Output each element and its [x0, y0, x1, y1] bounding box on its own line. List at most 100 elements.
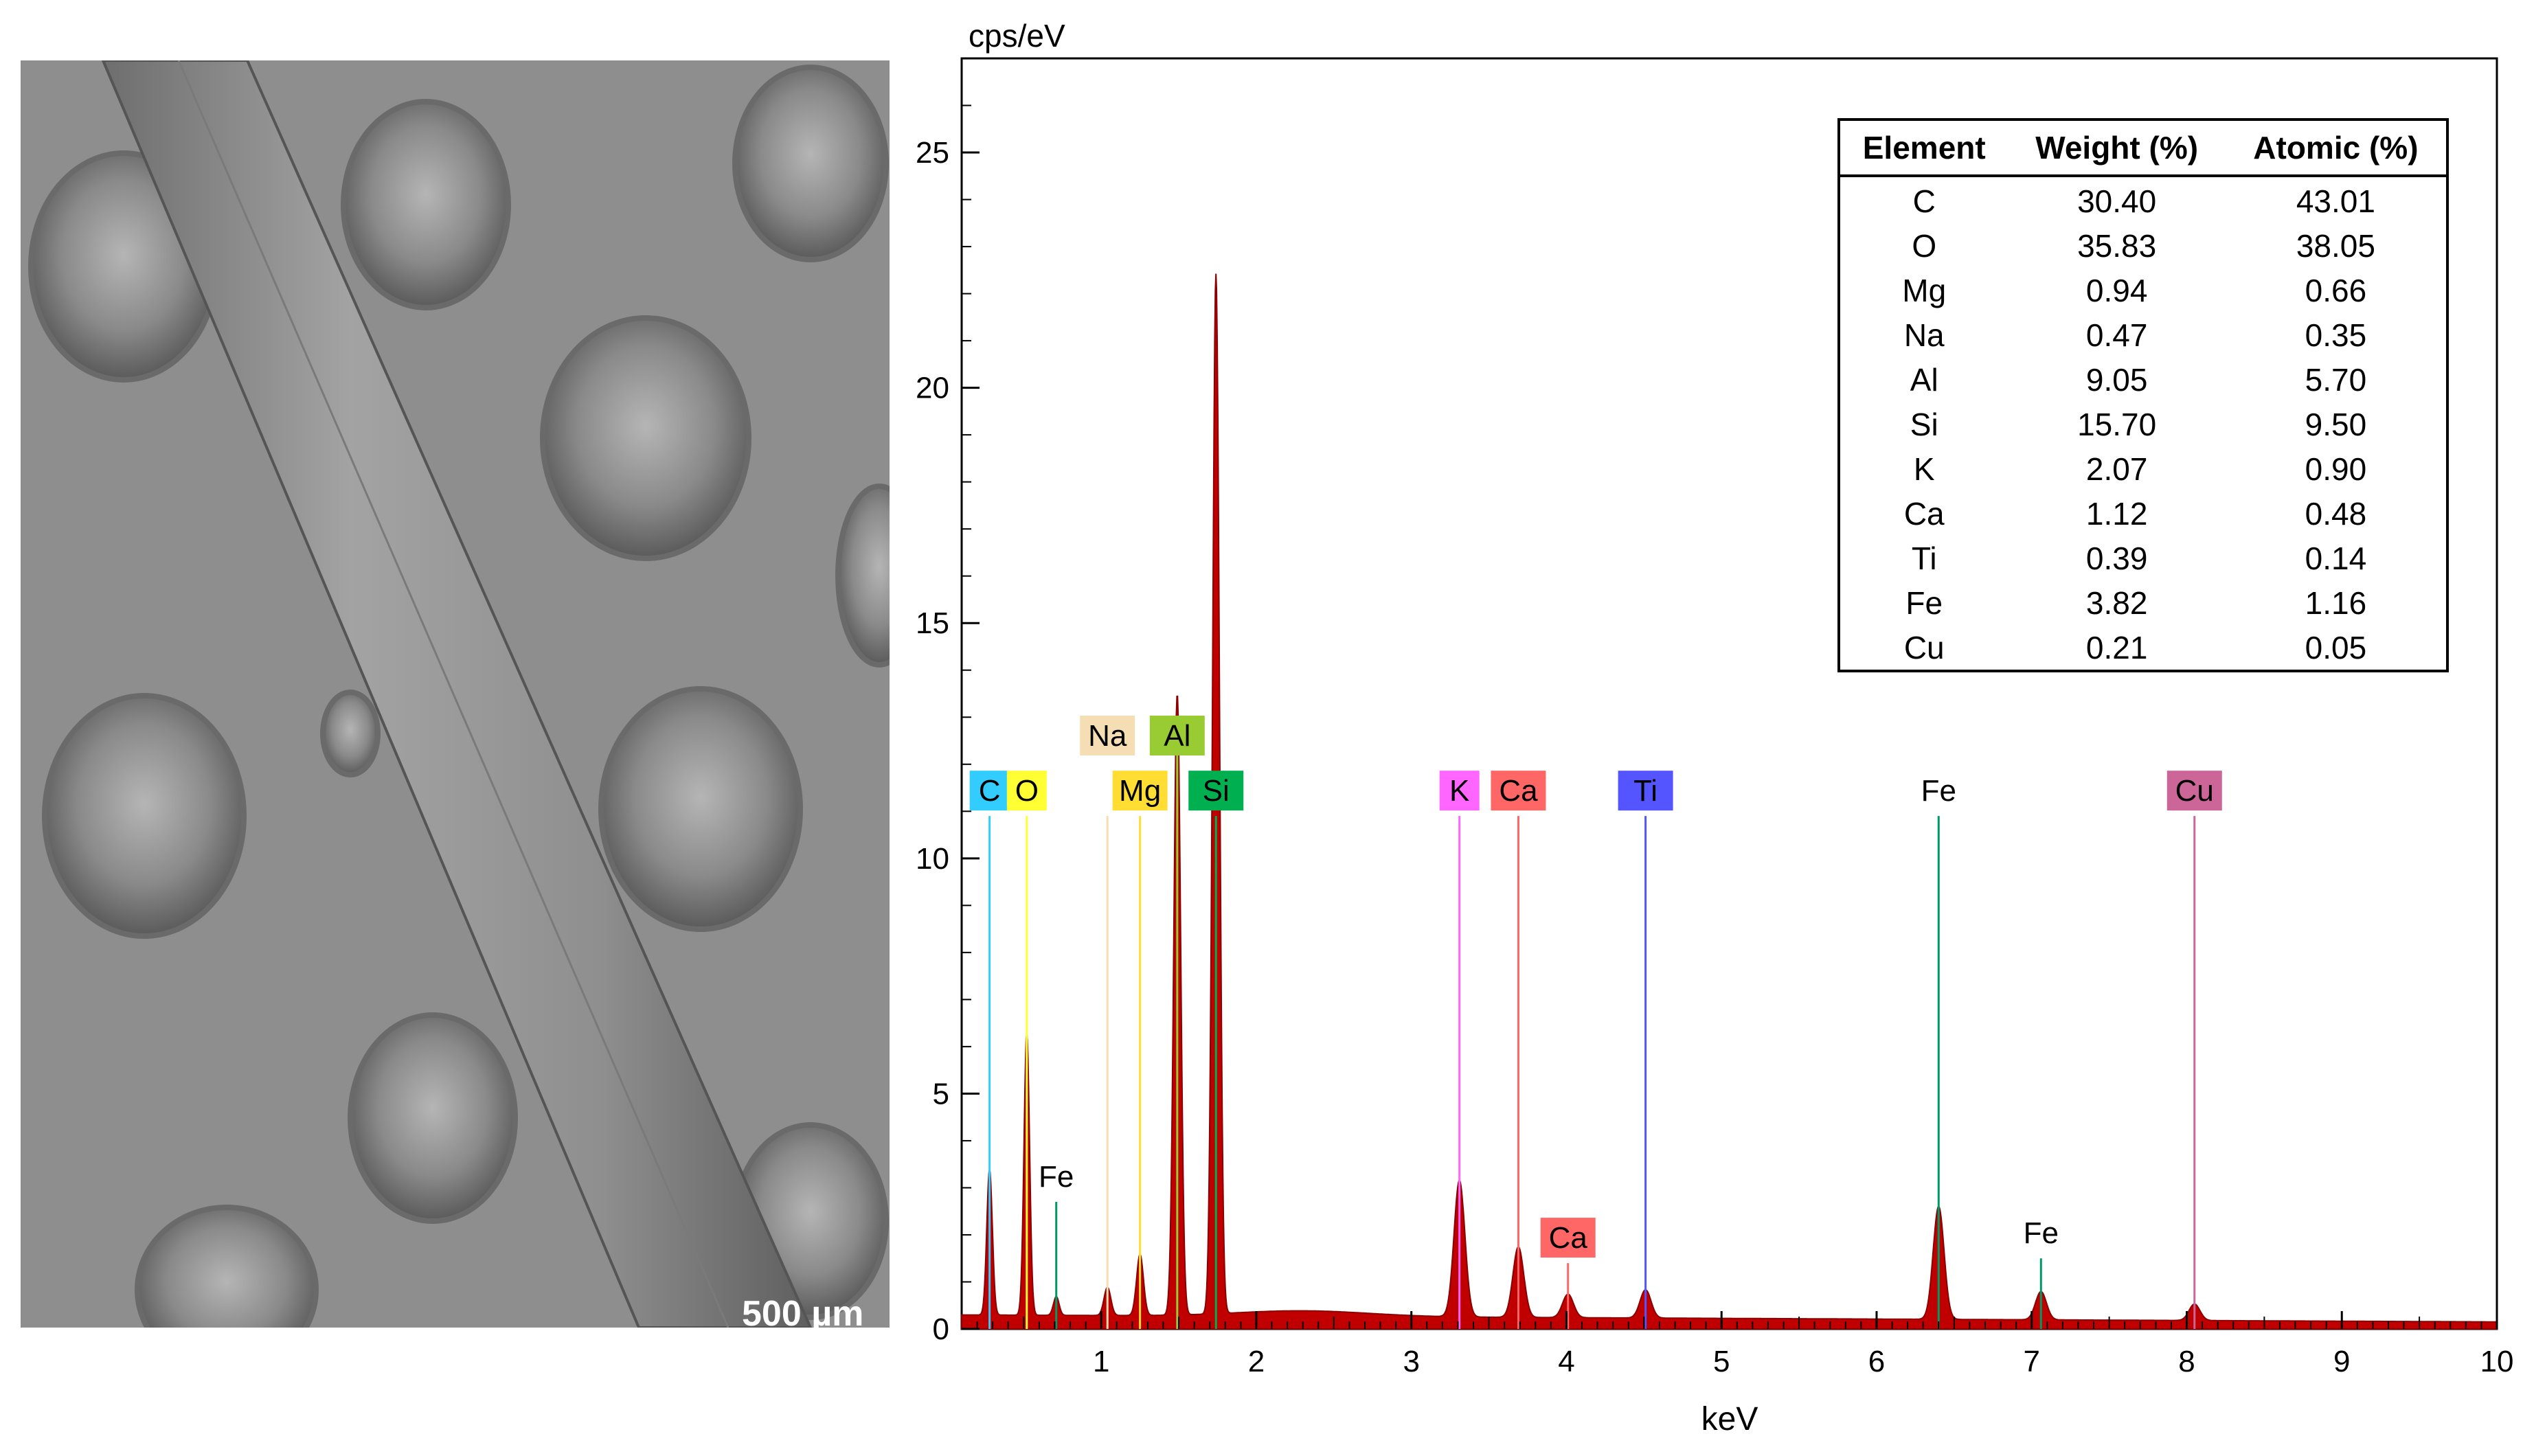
table-row: Mg 0.94 0.66	[1839, 268, 2447, 312]
x-tick-label: 1	[1093, 1345, 1109, 1378]
pores	[28, 65, 890, 1328]
y-tick-label: 0	[933, 1312, 949, 1346]
axis-layer: 1 2 3 4 5 6 7 8 9 10 0 5 10 15 20 25	[916, 104, 2514, 1378]
x-tick-label: 9	[2333, 1345, 2350, 1378]
cell-element: Cu	[1903, 629, 1945, 666]
x-tick-label: 3	[1403, 1345, 1419, 1378]
table-row: Fe 3.82 1.16	[1839, 580, 2447, 625]
x-tick-label: 8	[2178, 1345, 2195, 1378]
table-row: Al 9.05 5.70	[1839, 357, 2447, 402]
peak-label-box	[1080, 716, 1135, 755]
spectrum-area	[961, 273, 2498, 1330]
cell-atomic: 0.05	[2305, 629, 2367, 666]
cell-element: C	[1912, 183, 1936, 219]
cell-element: K	[1913, 451, 1935, 487]
peak-label-box	[1491, 771, 1546, 811]
peak-label: Al	[1164, 719, 1190, 753]
table-row: O 35.83 38.05	[1839, 223, 2447, 268]
peak-label: O	[1015, 774, 1039, 808]
cell-element: Al	[1910, 361, 1938, 398]
peak-label: C	[979, 774, 1001, 808]
x-tick-label: 10	[2480, 1345, 2514, 1378]
cell-weight: 30.40	[2077, 183, 2157, 219]
peak-label-box	[1540, 1218, 1596, 1258]
table-row: Na 0.47 0.35	[1839, 312, 2447, 357]
header-element: Element	[1839, 120, 2009, 177]
cell-atomic: 0.48	[2305, 495, 2367, 532]
y-tick-label: 5	[933, 1077, 949, 1111]
table-header-row: Element Weight (%) Atomic (%)	[1839, 120, 2447, 177]
cell-atomic: 9.50	[2305, 406, 2367, 442]
cell-weight: 0.94	[2085, 272, 2148, 308]
y-tick-label: 10	[916, 842, 949, 876]
composition-table: Element Weight (%) Atomic (%) C 30.40 43.0…	[1837, 118, 2449, 672]
peak-label-box	[2166, 771, 2222, 811]
peak-label: Fe	[2024, 1216, 2059, 1250]
y-axis-title: cps/eV	[969, 18, 1065, 54]
table-row: Ti 0.39 0.14	[1839, 536, 2447, 580]
cell-weight: 2.07	[2085, 451, 2148, 487]
peak-label: Ca	[1549, 1221, 1588, 1255]
peak-label: Na	[1088, 719, 1127, 753]
cell-atomic: 1.16	[2305, 584, 2367, 621]
cell-element: Ca	[1903, 495, 1945, 532]
cell-element: Fe	[1905, 584, 1943, 621]
cell-element: Ti	[1911, 540, 1937, 576]
table-body: C 30.40 43.01 O 35.83 38.05 Mg 0.94 0.66 Na 0.47 0.…	[1839, 176, 2447, 671]
peak-label: Fe	[1039, 1160, 1074, 1194]
fiber	[101, 60, 813, 1328]
cell-weight: 3.82	[2085, 584, 2148, 621]
peak-label: Ca	[1499, 774, 1538, 808]
spectrum-layer	[961, 273, 2498, 1330]
cell-atomic: 43.01	[2296, 183, 2375, 219]
peak-label-box	[1006, 771, 1047, 811]
cell-atomic: 0.14	[2305, 540, 2367, 576]
peak-label-box	[1618, 771, 1673, 811]
x-tick-label: 6	[1868, 1345, 1885, 1378]
scale-bar-label: 500 µm	[742, 1294, 864, 1328]
cell-element: Si	[1910, 406, 1938, 442]
cell-weight: 0.39	[2085, 540, 2148, 576]
y-tick-label: 15	[916, 606, 949, 640]
cell-weight: 15.70	[2077, 406, 2157, 442]
cell-atomic: 0.35	[2305, 317, 2367, 353]
cell-atomic: 38.05	[2296, 227, 2375, 264]
header-atomic: Atomic (%)	[2225, 120, 2447, 177]
x-tick-label: 2	[1248, 1345, 1265, 1378]
cell-weight: 35.83	[2077, 227, 2157, 264]
peak-label: Fe	[1921, 774, 1956, 808]
peak-label: K	[1449, 774, 1469, 808]
table-row: K 2.07 0.90	[1839, 446, 2447, 491]
table-row: C 30.40 43.01	[1839, 176, 2447, 223]
peak-label: Cu	[2175, 774, 2214, 808]
peak-label-box	[1188, 771, 1244, 811]
cell-element: Na	[1903, 317, 1945, 353]
cell-atomic: 0.90	[2305, 451, 2367, 487]
header-weight: Weight (%)	[2008, 120, 2226, 177]
sem-micrograph: 500 µm	[21, 60, 890, 1328]
y-tick-label: 25	[916, 136, 949, 170]
peak-label-box	[1112, 771, 1168, 811]
peak-label-box	[1439, 771, 1480, 811]
peak-label: Ti	[1633, 774, 1658, 808]
y-tick-label: 20	[916, 372, 949, 405]
cell-weight: 1.12	[2085, 495, 2148, 532]
peak-label-box	[969, 771, 1010, 811]
table-row: Si 15.70 9.50	[1839, 402, 2447, 446]
table-row: Ca 1.12 0.48	[1839, 491, 2447, 536]
x-tick-label: 4	[1558, 1345, 1574, 1378]
table-row: Cu 0.21 0.05	[1839, 625, 2447, 671]
peak-label: Si	[1203, 774, 1230, 808]
cell-weight: 0.21	[2085, 629, 2148, 666]
cell-atomic: 5.70	[2305, 361, 2367, 398]
x-axis-title: keV	[1701, 1401, 1758, 1437]
cell-element: Mg	[1902, 272, 1947, 308]
peak-label: Mg	[1119, 774, 1161, 808]
cell-weight: 0.47	[2085, 317, 2148, 353]
cell-element: O	[1912, 227, 1937, 264]
sem-image	[21, 60, 890, 1328]
x-tick-label: 7	[2023, 1345, 2039, 1378]
x-tick-label: 5	[1713, 1345, 1730, 1378]
peak-label-box	[1149, 716, 1205, 755]
